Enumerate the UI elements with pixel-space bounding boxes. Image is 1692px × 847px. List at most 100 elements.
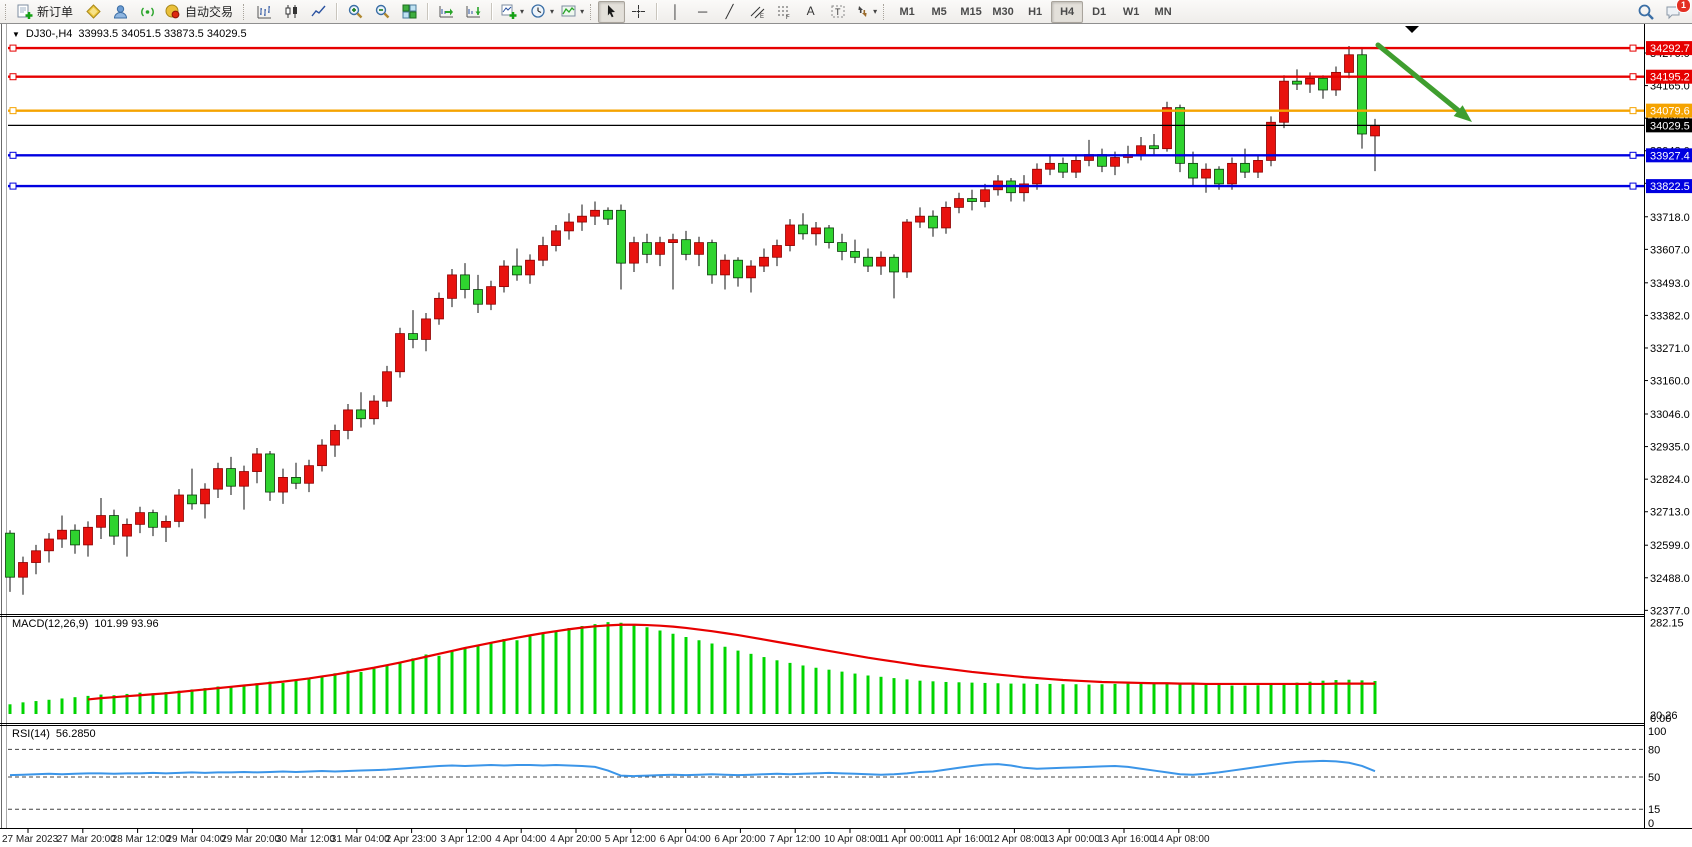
- cursor-tool-button[interactable]: [598, 0, 626, 23]
- chart-window[interactable]: 34276.034165.034054.033943.033832.033718…: [0, 24, 1692, 847]
- vertical-line-tool-button[interactable]: │: [662, 1, 689, 23]
- toolbar-grip[interactable]: [243, 3, 248, 20]
- toolbar-separator: [427, 3, 430, 20]
- toolbar-grip[interactable]: [5, 3, 10, 20]
- main-toolbar: 新订单 自动交易: [0, 0, 1692, 24]
- macd-values: 101.99 93.96: [94, 618, 159, 630]
- one-click-trading-toggle-icon[interactable]: ▼: [12, 29, 20, 39]
- zoom-in-icon: [347, 3, 364, 20]
- community-button[interactable]: [107, 1, 134, 23]
- svg-text:11 Apr 16:00: 11 Apr 16:00: [934, 834, 990, 845]
- bar-chart-button[interactable]: [251, 1, 278, 23]
- timeframe-m1-button[interactable]: M1: [899, 5, 915, 18]
- svg-text:100: 100: [1648, 726, 1666, 738]
- zoom-out-button[interactable]: [369, 1, 396, 23]
- timeframe-m30-button[interactable]: M30: [992, 5, 1014, 18]
- horizontal-level-lines[interactable]: 34292.7 34195.2 34079.6 34029.5 33927.4 33822…: [8, 41, 1692, 194]
- timeframe-h4-button[interactable]: H4: [1051, 0, 1084, 23]
- toolbar-grip[interactable]: [883, 3, 888, 20]
- zoom-in-button[interactable]: [342, 1, 369, 23]
- auto-scroll-button[interactable]: [433, 1, 460, 23]
- timeframe-d1-button[interactable]: D1: [1092, 5, 1107, 18]
- equidistant-channel-icon: E: [749, 4, 765, 19]
- price-chart-canvas[interactable]: 34276.034165.034054.033943.033832.033718…: [0, 24, 1692, 847]
- candlestick-button[interactable]: [278, 1, 305, 23]
- svg-text:6 Apr 20:00: 6 Apr 20:00: [714, 834, 766, 845]
- svg-text:32824.0: 32824.0: [1650, 474, 1690, 486]
- rsi-panel: 100 80 50 15 0: [8, 726, 1666, 830]
- signals-button[interactable]: [134, 1, 161, 23]
- periods-clock-icon: [530, 3, 547, 20]
- new-order-button[interactable]: 新订单: [13, 1, 80, 23]
- chevron-down-icon: ▾: [520, 7, 525, 16]
- new-chart-icon: [500, 3, 517, 20]
- toolbar-separator: [336, 3, 339, 20]
- chevron-down-icon: ▾: [580, 7, 585, 16]
- search-button[interactable]: [1632, 1, 1659, 23]
- trendline-icon: ╱: [725, 4, 734, 19]
- horizontal-line-tool-button[interactable]: ─: [689, 1, 716, 23]
- new-order-label: 新订单: [37, 5, 74, 19]
- bar-chart-icon: [256, 3, 273, 20]
- chart-ohlc-values: 33993.5 34051.5 33873.5 34029.5: [78, 28, 247, 40]
- chat-button[interactable]: 1: [1659, 0, 1691, 23]
- svg-text:7 Apr 12:00: 7 Apr 12:00: [769, 834, 821, 845]
- svg-text:32599.0: 32599.0: [1650, 540, 1690, 552]
- svg-text:0: 0: [1648, 818, 1654, 830]
- svg-text:11 Apr 00:00: 11 Apr 00:00: [879, 834, 935, 845]
- svg-text:33493.0: 33493.0: [1650, 278, 1690, 290]
- line-chart-button[interactable]: [305, 1, 332, 23]
- text-label-icon: T: [830, 4, 846, 19]
- auto-trading-button[interactable]: 自动交易: [161, 1, 240, 23]
- auto-scroll-icon: [438, 3, 455, 20]
- search-icon: [1637, 3, 1655, 21]
- svg-text:34292.7: 34292.7: [1650, 43, 1690, 55]
- toolbar-separator: [656, 3, 659, 20]
- toolbar-grip[interactable]: [590, 3, 595, 20]
- arrows-shapes-button[interactable]: ▾: [851, 1, 880, 23]
- timeframe-mn-button[interactable]: MN: [1154, 5, 1172, 18]
- chart-shift-button[interactable]: [460, 1, 487, 23]
- macd-panel: 282.15 20.260.00: [8, 618, 1684, 725]
- indicators-icon: [560, 3, 577, 20]
- fibonacci-tool-button[interactable]: F: [770, 1, 797, 23]
- svg-text:10 Apr 08:00: 10 Apr 08:00: [824, 834, 881, 845]
- candlestick-icon: [283, 3, 300, 20]
- svg-text:5 Apr 12:00: 5 Apr 12:00: [605, 834, 657, 845]
- tile-windows-button[interactable]: [396, 1, 423, 23]
- timeframe-h1-button[interactable]: H1: [1028, 5, 1043, 18]
- timeframe-m15-button[interactable]: M15: [960, 5, 982, 18]
- auto-trading-icon: [164, 3, 181, 20]
- svg-text:32713.0: 32713.0: [1650, 507, 1690, 519]
- crosshair-tool-button[interactable]: [625, 1, 652, 23]
- text-label-tool-button[interactable]: T: [824, 1, 851, 23]
- svg-text:T: T: [835, 7, 841, 17]
- trendline-tool-button[interactable]: ╱: [716, 1, 743, 23]
- svg-text:33718.0: 33718.0: [1650, 212, 1690, 224]
- timeframe-w1-button[interactable]: W1: [1122, 5, 1140, 18]
- svg-text:3 Apr 12:00: 3 Apr 12:00: [440, 834, 492, 845]
- vertical-line-icon: │: [671, 4, 680, 19]
- channel-tool-button[interactable]: E: [743, 1, 770, 23]
- svg-text:80: 80: [1648, 744, 1660, 756]
- svg-text:33927.4: 33927.4: [1650, 150, 1690, 162]
- cursor-icon: [604, 4, 619, 19]
- svg-text:33271.0: 33271.0: [1650, 343, 1690, 355]
- trend-arrow-annotation[interactable]: [1375, 42, 1472, 122]
- chevron-down-icon: ▾: [550, 7, 555, 16]
- svg-text:4 Apr 04:00: 4 Apr 04:00: [495, 834, 547, 845]
- notification-badge: 1: [1676, 0, 1691, 13]
- periods-button[interactable]: ▾: [527, 1, 557, 23]
- new-chart-button[interactable]: ▾: [497, 1, 527, 23]
- chart-shift-marker[interactable]: [1405, 26, 1419, 33]
- new-order-icon: [16, 3, 33, 20]
- svg-text:29 Mar 20:00: 29 Mar 20:00: [221, 834, 280, 845]
- svg-text:20.26: 20.26: [1650, 710, 1678, 722]
- crosshair-icon: [631, 4, 646, 19]
- timeframe-m5-button[interactable]: M5: [931, 5, 947, 18]
- rsi-value: 56.2850: [55, 728, 96, 740]
- market-button[interactable]: [80, 1, 107, 23]
- indicators-button[interactable]: ▾: [557, 1, 587, 23]
- text-tool-button[interactable]: A: [797, 1, 824, 23]
